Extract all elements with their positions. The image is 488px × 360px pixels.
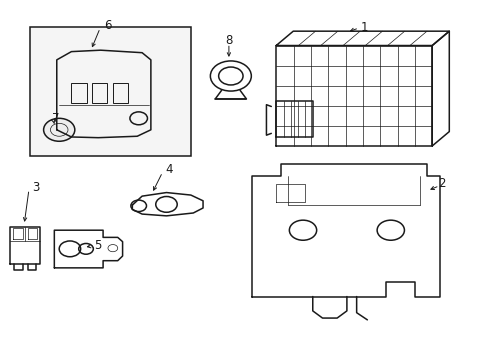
Text: 4: 4 [165,163,172,176]
Text: 7: 7 [51,112,59,125]
Text: 8: 8 [225,34,232,48]
Bar [30,27,190,156]
Bar [113,83,128,103]
Bar [92,83,107,103]
Text: 1: 1 [360,21,367,34]
Text: 3: 3 [32,181,40,194]
Circle shape [43,118,75,141]
Bar [71,83,87,103]
Text: 2: 2 [437,177,445,190]
Text: 6: 6 [104,19,111,32]
Text: 5: 5 [94,239,102,252]
